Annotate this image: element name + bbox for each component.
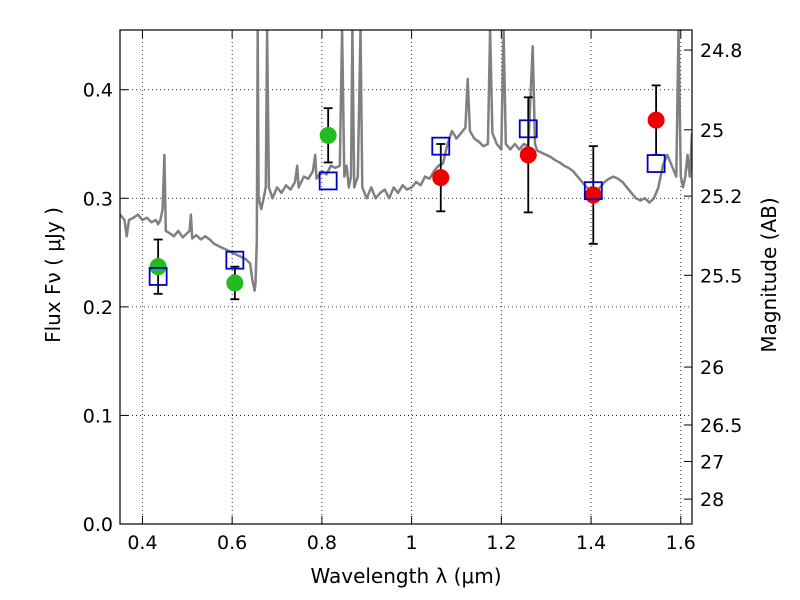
model-spectrum (120, 30, 692, 292)
photometry-point (584, 186, 602, 204)
y-tick-label: 0.2 (83, 297, 113, 319)
data-points (148, 84, 666, 301)
x-axis-label: Wavelength λ (μm) (310, 564, 501, 588)
magnitude-tick-label: 25.2 (700, 186, 742, 208)
y-tick-label: 0.1 (83, 405, 113, 427)
y-tick-label: 0.0 (83, 514, 113, 536)
axis-ticks: 0.4 0.6 0.8 1 1.2 1.4 1.6 0.0 0.1 0.2 0.3 0.4 24.8 25… (83, 30, 742, 554)
magnitude-axis-label: Magnitude (AB) (757, 197, 781, 352)
plot-frame (119, 29, 693, 525)
model-point (646, 154, 666, 173)
magnitude-tick-label: 27 (700, 452, 724, 474)
magnitude-tick-label: 26.5 (700, 415, 742, 437)
magnitude-tick-label: 26 (700, 357, 724, 379)
y-tick-label: 0.3 (83, 188, 113, 210)
x-tick-label: 1.4 (576, 532, 606, 554)
model-point (583, 181, 603, 201)
photometry-point (519, 146, 537, 164)
magnitude-tick-label: 24.8 (700, 40, 742, 62)
photometry-point (149, 258, 167, 276)
y-axis-label: Flux Fν ( μJy ) (41, 207, 65, 343)
photometry-point (432, 169, 450, 187)
x-tick-label: 0.6 (217, 532, 247, 554)
photometry-point (319, 126, 337, 144)
x-tick-label: 1.2 (486, 532, 516, 554)
magnitude-tick-label: 28 (700, 489, 724, 511)
model-point (518, 119, 538, 139)
x-tick-label: 1 (406, 532, 418, 554)
x-tick-label: 0.4 (127, 532, 157, 554)
photometry-point (647, 111, 665, 129)
model-point (318, 171, 338, 191)
grid-lines (120, 30, 692, 524)
x-tick-label: 1.6 (666, 532, 696, 554)
magnitude-tick-label: 25.5 (700, 265, 742, 287)
model-point (148, 267, 168, 286)
x-tick-label: 0.8 (307, 532, 337, 554)
model-point (431, 136, 451, 156)
magnitude-tick-label: 25 (700, 120, 724, 142)
spectrum-line (120, 30, 692, 292)
photometry-point (226, 274, 244, 292)
y-tick-label: 0.4 (83, 80, 113, 102)
model-point (225, 250, 245, 270)
